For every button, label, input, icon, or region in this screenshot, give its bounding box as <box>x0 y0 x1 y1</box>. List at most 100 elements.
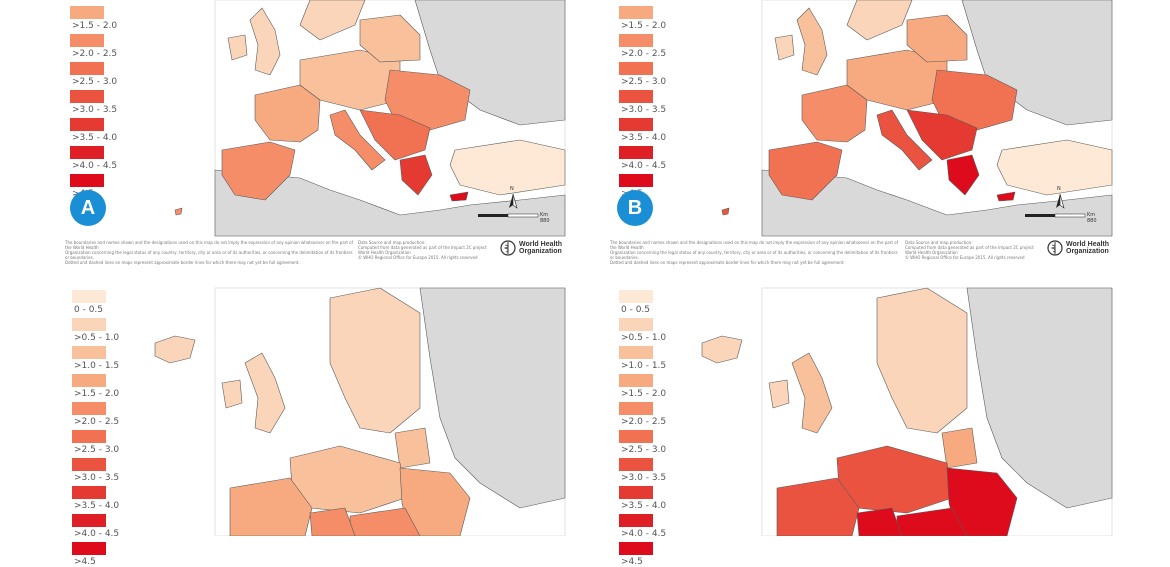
legend-label: >0.5 - 1.0 <box>621 333 667 343</box>
legend-label: >3.5 - 4.0 <box>621 133 667 143</box>
legend-swatch <box>72 318 106 331</box>
who-emblem-icon <box>1047 240 1063 256</box>
legend-swatch <box>72 542 106 555</box>
legend-swatch <box>619 146 653 159</box>
region-uk <box>791 352 833 434</box>
map-panel-d: 0 - 0.5 >0.5 - 1.0 >1.0 - 1.5 >1.5 - 2.0 >2.… <box>547 268 1132 567</box>
legend-label: >4.0 - 4.5 <box>621 529 667 539</box>
region-cyprus <box>996 191 1016 202</box>
legend-swatch <box>72 346 106 359</box>
who-logo-b: World Health Organization <box>1047 240 1109 256</box>
scale-bar-a: N Km 880 <box>478 186 558 224</box>
legend-label: >2.5 - 3.0 <box>621 77 667 87</box>
legend-label: >1.0 - 1.5 <box>621 0 666 3</box>
who-name-line2: Organization <box>519 248 562 255</box>
region-turkey-region <box>449 139 566 196</box>
who-logo-a: World Health Organization <box>500 240 562 256</box>
legend-label: >3.5 - 4.0 <box>621 501 667 511</box>
legend-label: >2.5 - 3.0 <box>74 445 120 455</box>
legend-b: >1.0 - 1.5 >1.5 - 2.0 >2.0 - 2.5 >2.5 - 3.0… <box>619 0 739 199</box>
region-ireland <box>227 34 248 61</box>
source-line: Data Source and map production: <box>905 240 973 245</box>
scale-value: 880 <box>1087 218 1097 224</box>
legend-a: >1.0 - 1.5 >1.5 - 2.0 >2.0 - 2.5 >2.5 - 3.0… <box>70 0 190 199</box>
legend-swatch <box>72 430 106 443</box>
legend-label: >0.5 - 1.0 <box>74 333 120 343</box>
legend-swatch <box>72 402 106 415</box>
legend-swatch <box>619 458 653 471</box>
region-ireland <box>221 379 243 409</box>
legend-swatch <box>619 374 653 387</box>
region-ireland <box>768 379 790 409</box>
legend-label: >3.0 - 3.5 <box>74 473 120 483</box>
region-italy <box>309 507 356 536</box>
region-baltic <box>359 14 421 63</box>
region-balkans <box>906 109 978 161</box>
region-iberia <box>768 141 843 201</box>
legend-label: >1.5 - 2.0 <box>74 389 120 399</box>
region-non-europe-east <box>414 0 566 126</box>
legend-label: >1.5 - 2.0 <box>621 21 667 31</box>
legend-swatch <box>619 6 653 19</box>
region-iberia <box>221 141 296 201</box>
disclaimer-line: The boundaries and names shown and the d… <box>65 240 354 250</box>
source-a: Data Source and map production: Computed… <box>358 240 488 260</box>
region-iceland <box>154 335 196 364</box>
legend-label: >4.5 <box>621 557 643 567</box>
legend-swatch <box>619 402 653 415</box>
map-panel-a: >1.0 - 1.5 >1.5 - 2.0 >2.0 - 2.5 >2.5 - 3.0… <box>0 0 585 268</box>
scale-unit: Km <box>1087 212 1096 218</box>
legend-swatch <box>70 146 104 159</box>
disclaimer-line: Dotted and dashed lines on maps represen… <box>65 260 300 265</box>
legend-swatch <box>619 290 653 303</box>
region-non-europe <box>761 169 1113 237</box>
source-line: World Health Organization <box>905 250 958 255</box>
scale-value: 880 <box>540 218 550 224</box>
north-arrow-icon <box>1025 193 1086 218</box>
legend-swatch <box>70 90 104 103</box>
legend-label: >1.0 - 1.5 <box>621 361 667 371</box>
legend-label: >3.0 - 3.5 <box>621 473 667 483</box>
legend-label: >1.5 - 2.0 <box>72 21 118 31</box>
source-line: Data Source and map production: <box>358 240 426 245</box>
legend-label: 0 - 0.5 <box>621 305 651 315</box>
source-b: Data Source and map production: Computed… <box>905 240 1035 260</box>
legend-swatch <box>619 514 653 527</box>
region-cyprus <box>449 191 469 202</box>
north-label: N <box>510 186 514 192</box>
disclaimer-a: The boundaries and names shown and the d… <box>65 240 355 265</box>
region-scandinavia <box>299 0 366 41</box>
legend-label: >2.5 - 3.0 <box>72 77 118 87</box>
legend-label: >3.0 - 3.5 <box>72 105 118 115</box>
region-greece <box>399 154 433 196</box>
legend-swatch <box>70 62 104 75</box>
legend-label: >2.0 - 2.5 <box>74 417 120 427</box>
legend-swatch <box>619 118 653 131</box>
region-turkey-region <box>996 139 1113 196</box>
legend-swatch <box>72 374 106 387</box>
legend-swatch <box>70 174 104 187</box>
region-malta <box>721 207 730 216</box>
region-east <box>384 69 471 131</box>
legend-swatch <box>72 458 106 471</box>
legend-swatch <box>70 118 104 131</box>
who-name-line1: World Health <box>519 241 563 248</box>
region-east <box>946 467 1018 536</box>
badge-b: B <box>617 190 653 226</box>
region-non-europe <box>214 169 566 237</box>
region-malta <box>174 207 183 216</box>
badge-a: A <box>70 190 106 226</box>
who-name-line2: Organization <box>1066 248 1109 255</box>
region-uk <box>244 352 286 434</box>
legend-swatch <box>619 90 653 103</box>
source-line: Computed from data generated as part of … <box>905 245 1034 250</box>
who-emblem-icon <box>500 240 516 256</box>
legend-label: >1.0 - 1.5 <box>72 0 117 3</box>
map-c <box>154 287 566 536</box>
region-italy <box>856 507 903 536</box>
legend-label: >2.0 - 2.5 <box>72 49 118 59</box>
scale-bar-b: N Km 880 <box>1025 186 1105 224</box>
map-b <box>721 0 1113 237</box>
legend-c: 0 - 0.5 >0.5 - 1.0 >1.0 - 1.5 >1.5 - 2.0 >2.… <box>72 290 192 567</box>
legend-label: >3.0 - 3.5 <box>621 105 667 115</box>
